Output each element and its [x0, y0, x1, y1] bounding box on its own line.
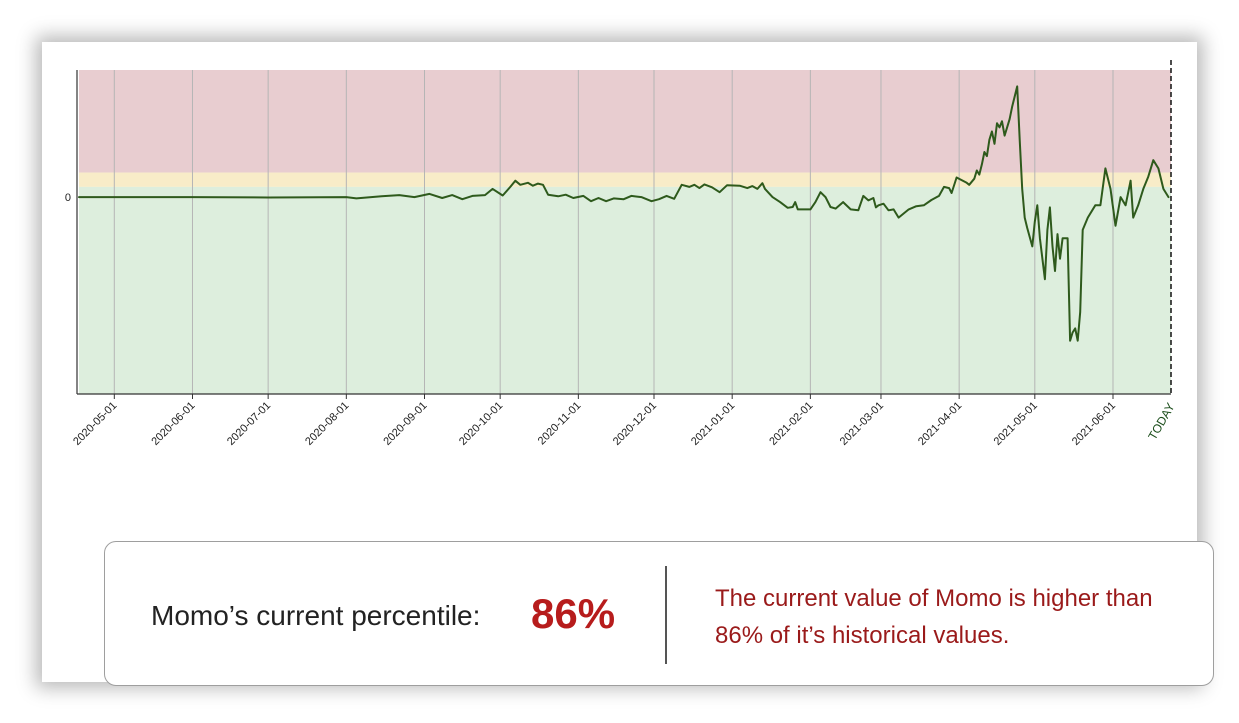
chart-card: 2020-05-01 2020-06-01 2020-07-01 2020-08-01… [42, 42, 1214, 686]
x-tick-label: 2020-10-01 [457, 400, 505, 448]
percentile-chart: 2020-05-01 2020-06-01 2020-07-01 2020-08-01… [65, 60, 1178, 448]
y-tick-label: 0 [65, 192, 71, 204]
x-tick-label: 2020-07-01 [225, 400, 273, 448]
x-tick-label: 2020-05-01 [71, 400, 119, 448]
x-tick-label: 2020-08-01 [303, 400, 351, 448]
x-tick-label: 2021-01-01 [689, 400, 737, 448]
x-tick-label: 2021-02-01 [767, 400, 815, 448]
x-tick-label: 2020-11-01 [536, 400, 584, 448]
x-tick-label: 2020-09-01 [381, 400, 429, 448]
x-tick-label: 2020-06-01 [149, 400, 197, 448]
x-tick-label: 2021-05-01 [992, 400, 1040, 448]
percentile-summary: Momo’s current percentile: 86% The curre… [104, 541, 1214, 686]
x-tick-label: 2020-12-01 [611, 400, 659, 448]
percentile-description: The current value of Momo is higher than… [715, 585, 1153, 649]
x-tick-label: 2021-04-01 [916, 400, 964, 448]
x-tick-label: 2021-03-01 [838, 400, 886, 448]
percentile-value: 86% [531, 590, 616, 637]
zone-band-mid [79, 172, 1171, 187]
zone-band-low [79, 186, 1171, 394]
zone-band-high [79, 70, 1171, 173]
x-tick-label: 2021-06-01 [1070, 400, 1118, 448]
summary-divider [665, 566, 667, 664]
percentile-label: Momo’s current percentile: [151, 600, 481, 631]
series-line-momo [78, 85, 1170, 342]
today-label: TODAY [1145, 401, 1177, 443]
